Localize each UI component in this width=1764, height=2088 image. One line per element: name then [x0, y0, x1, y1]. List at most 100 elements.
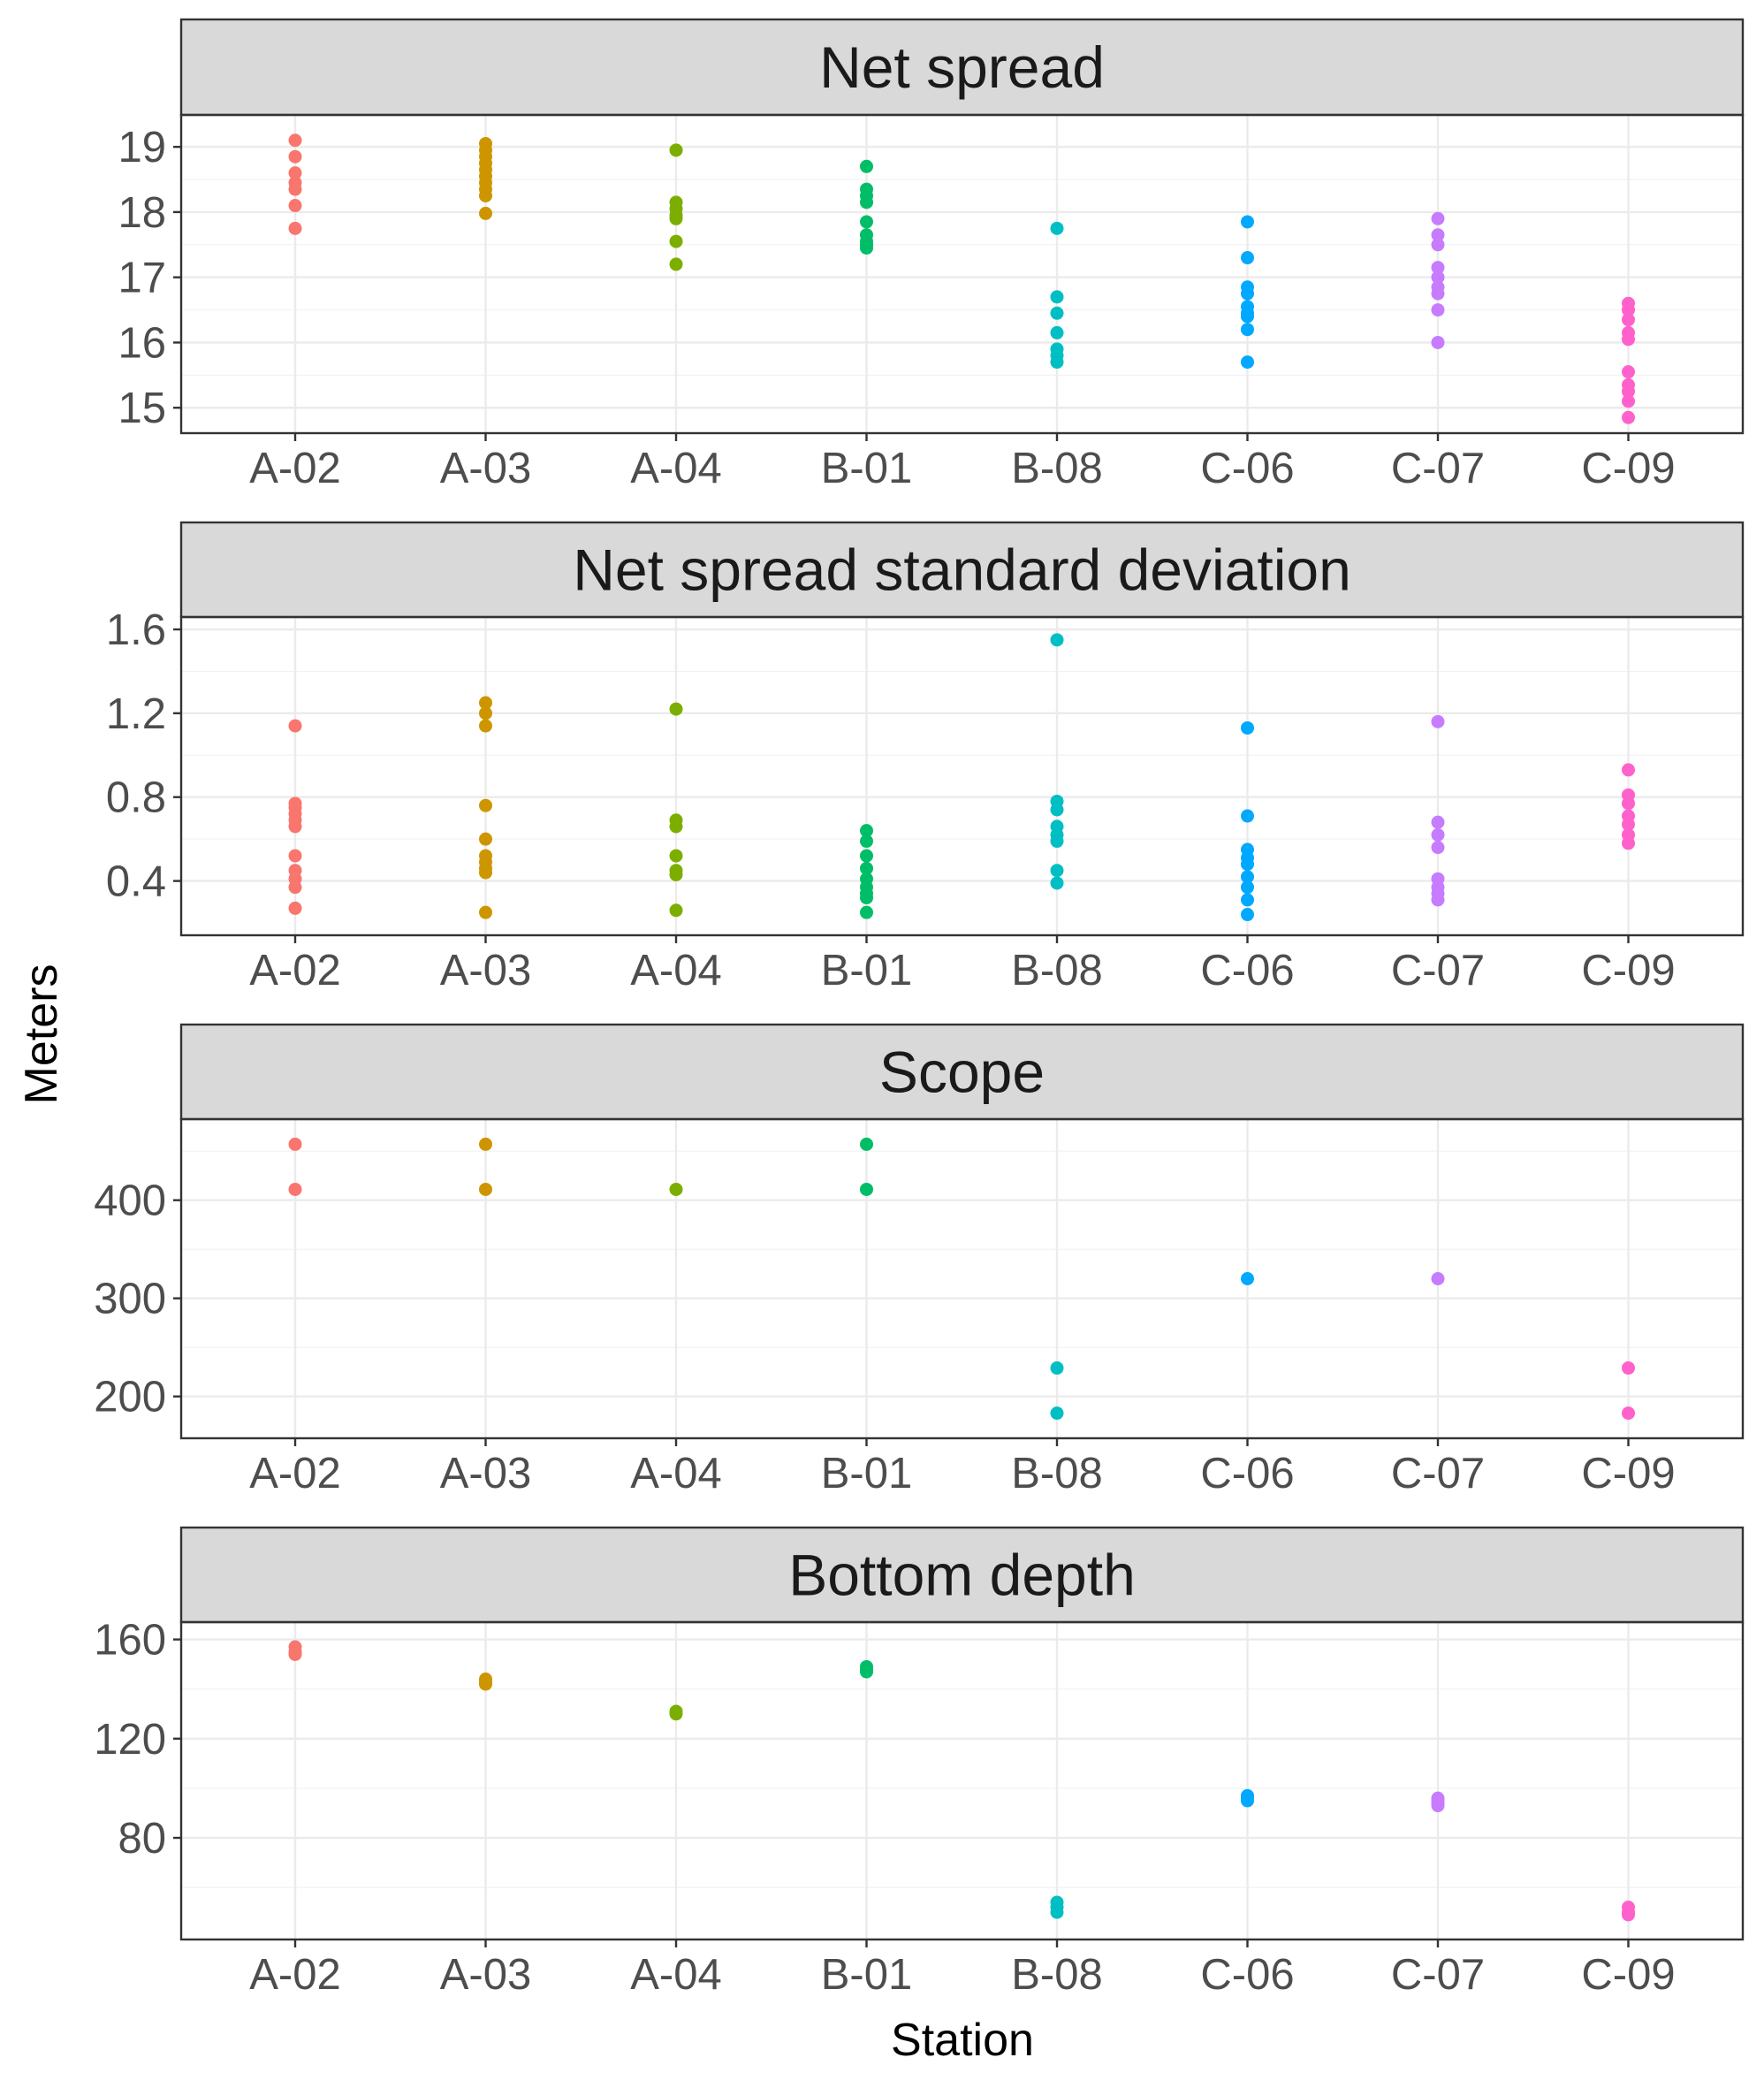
facet-title: Bottom depth [788, 1543, 1136, 1608]
panel-border [179, 113, 1745, 435]
data-point-a-04 [669, 702, 683, 716]
data-point-a-03 [479, 188, 492, 202]
data-point-a-02 [288, 182, 302, 196]
data-point-c-07 [1431, 261, 1445, 275]
y-axis-title: Meters [16, 964, 67, 1105]
data-point-b-01 [860, 159, 873, 173]
data-point-a-03 [479, 1182, 492, 1196]
data-point-b-08 [1050, 803, 1064, 817]
data-point-c-09 [1622, 796, 1635, 811]
data-point-c-07 [1431, 286, 1445, 301]
data-point-a-02 [288, 901, 302, 915]
data-point-a-03 [479, 798, 492, 812]
data-point-c-09 [1622, 332, 1635, 347]
y-tick-label: 160 [94, 1617, 166, 1665]
x-tick-label: B-08 [1011, 1951, 1103, 1999]
data-point-a-02 [288, 133, 302, 148]
x-tick-label: C-09 [1581, 1450, 1675, 1497]
x-tick-label: C-09 [1581, 947, 1675, 994]
data-point-a-02 [288, 1137, 302, 1151]
data-point-b-01 [860, 1665, 873, 1679]
data-point-c-06 [1241, 323, 1254, 337]
data-point-c-07 [1431, 893, 1445, 907]
y-tick-label: 18 [118, 189, 166, 237]
data-point-c-06 [1241, 1794, 1254, 1808]
data-point-c-09 [1622, 818, 1635, 832]
data-point-c-06 [1241, 870, 1254, 884]
data-point-a-02 [288, 1647, 302, 1661]
x-tick-label: C-09 [1581, 445, 1675, 492]
data-point-a-03 [479, 905, 492, 919]
data-point-b-08 [1050, 1905, 1064, 1919]
facet-strip [179, 1023, 1745, 1121]
data-point-a-03 [479, 719, 492, 733]
data-point-c-06 [1241, 880, 1254, 895]
data-point-a-03 [479, 706, 492, 720]
data-point-b-01 [860, 861, 873, 875]
x-tick-label: A-02 [249, 445, 341, 492]
y-tick-label: 0.4 [106, 858, 166, 906]
x-tick-label: A-04 [630, 947, 722, 994]
data-point-c-09 [1622, 1406, 1635, 1421]
x-tick-label: B-01 [821, 1951, 913, 1999]
data-point-a-04 [669, 143, 683, 157]
y-tick-label: 120 [94, 1716, 166, 1764]
y-tick-label: 0.8 [106, 774, 166, 822]
x-tick-label: B-08 [1011, 445, 1103, 492]
panel-background [181, 1622, 1743, 1939]
facet-strip [179, 521, 1745, 619]
data-point-c-07 [1431, 815, 1445, 829]
data-point-c-06 [1241, 286, 1254, 301]
x-tick-label: C-06 [1200, 947, 1294, 994]
x-tick-label: B-08 [1011, 1450, 1103, 1497]
data-point-b-08 [1050, 221, 1064, 235]
data-point-b-08 [1050, 1361, 1064, 1375]
data-point-c-06 [1241, 251, 1254, 265]
data-point-a-02 [288, 819, 302, 834]
data-point-c-07 [1431, 228, 1445, 242]
data-point-a-04 [669, 1182, 683, 1196]
y-tick-label: 80 [118, 1815, 166, 1863]
data-point-c-09 [1622, 1908, 1635, 1922]
data-point-b-08 [1050, 290, 1064, 304]
data-point-b-08 [1050, 1406, 1064, 1421]
data-point-a-04 [669, 1707, 683, 1721]
x-tick-label: A-04 [630, 1450, 722, 1497]
data-point-c-09 [1622, 1361, 1635, 1375]
x-axis-title: Station [891, 2015, 1034, 2066]
data-point-c-09 [1622, 763, 1635, 777]
facet-title: Scope [879, 1040, 1045, 1105]
data-point-b-08 [1050, 355, 1064, 370]
y-tick-label: 17 [118, 255, 166, 302]
data-point-a-02 [288, 719, 302, 733]
x-tick-label: C-07 [1391, 445, 1485, 492]
data-point-b-01 [860, 849, 873, 863]
data-point-b-01 [860, 824, 873, 838]
x-tick-label: B-01 [821, 1450, 913, 1497]
x-tick-label: C-07 [1391, 1951, 1485, 1999]
panel-1: Net spread 15 16 17 18 19 A-02 A-03 A-04 B-01 B-08… [118, 18, 1745, 492]
data-point-a-03 [479, 1677, 492, 1691]
data-point-b-08 [1050, 864, 1064, 878]
x-tick-label: A-04 [630, 445, 722, 492]
x-tick-label: A-03 [440, 1951, 532, 1999]
data-point-a-03 [479, 696, 492, 710]
data-point-a-02 [288, 849, 302, 863]
y-tick-label: 1.2 [106, 690, 166, 738]
data-point-c-06 [1241, 309, 1254, 324]
data-point-c-07 [1431, 1799, 1445, 1813]
y-tick-label: 19 [118, 124, 166, 171]
x-tick-label: A-02 [249, 1450, 341, 1497]
x-tick-label: C-07 [1391, 1450, 1485, 1497]
data-point-c-06 [1241, 857, 1254, 872]
panel-4: Bottom depth 80 120 160 A-02 A-03 A-04 B-01 B-08… [94, 1526, 1745, 1999]
data-point-c-07 [1431, 238, 1445, 252]
data-point-b-01 [860, 905, 873, 919]
x-tick-label: C-06 [1200, 445, 1294, 492]
data-point-a-03 [479, 832, 492, 846]
data-point-b-01 [860, 240, 873, 255]
data-point-a-04 [669, 849, 683, 863]
panel-background [181, 1119, 1743, 1438]
panel-2: Net spread standard deviation 0.4 0.8 1.2 1.… [106, 521, 1745, 994]
y-tick-label: 15 [118, 385, 166, 432]
